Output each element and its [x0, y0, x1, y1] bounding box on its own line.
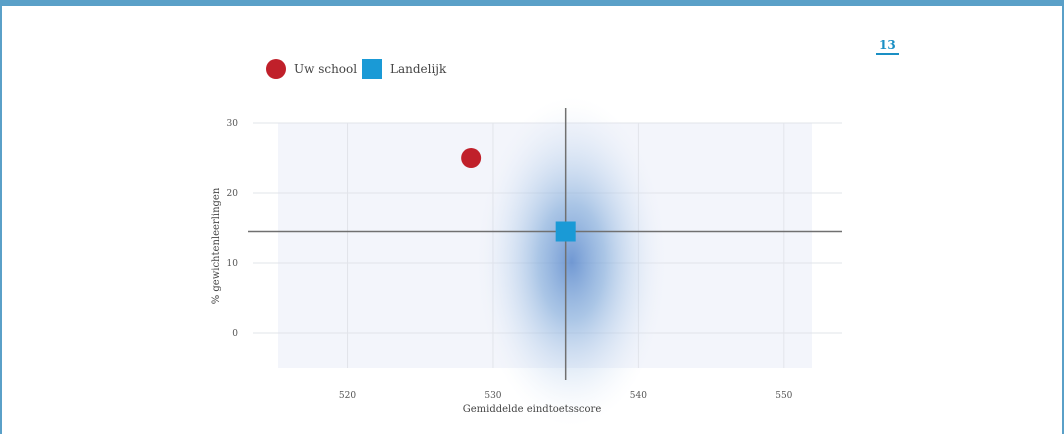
- y-tick-label: 30: [227, 119, 239, 129]
- x-tick-label: 520: [339, 391, 356, 401]
- legend-label: Landelijk: [390, 62, 447, 76]
- y-tick-label: 0: [232, 329, 238, 339]
- y-axis-title: % gewichtenleerlingen: [211, 187, 222, 304]
- x-tick-label: 540: [630, 391, 647, 401]
- legend-item-landelijk: Landelijk: [362, 58, 446, 80]
- x-tick-label: 530: [484, 391, 501, 401]
- legend-label: Uw school: [294, 62, 358, 76]
- y-tick-label: 10: [227, 259, 239, 269]
- page-number: 13: [876, 38, 899, 55]
- uw-school-point: [461, 148, 482, 168]
- legend-square-icon: [362, 59, 382, 79]
- data-marks: [461, 148, 576, 242]
- legend-circle-icon: [266, 59, 286, 79]
- x-tick-label: 550: [775, 391, 792, 401]
- landelijk-point: [555, 221, 576, 242]
- tick-labels: 520 530 540 550 0 10 20 30: [227, 119, 793, 401]
- legend-item-uw-school: Uw school: [266, 58, 357, 80]
- density-cloud: [476, 96, 667, 427]
- y-tick-label: 20: [227, 189, 239, 199]
- reference-lines: [248, 108, 842, 380]
- x-axis-title: Gemiddelde eindtoetsscore: [463, 404, 602, 415]
